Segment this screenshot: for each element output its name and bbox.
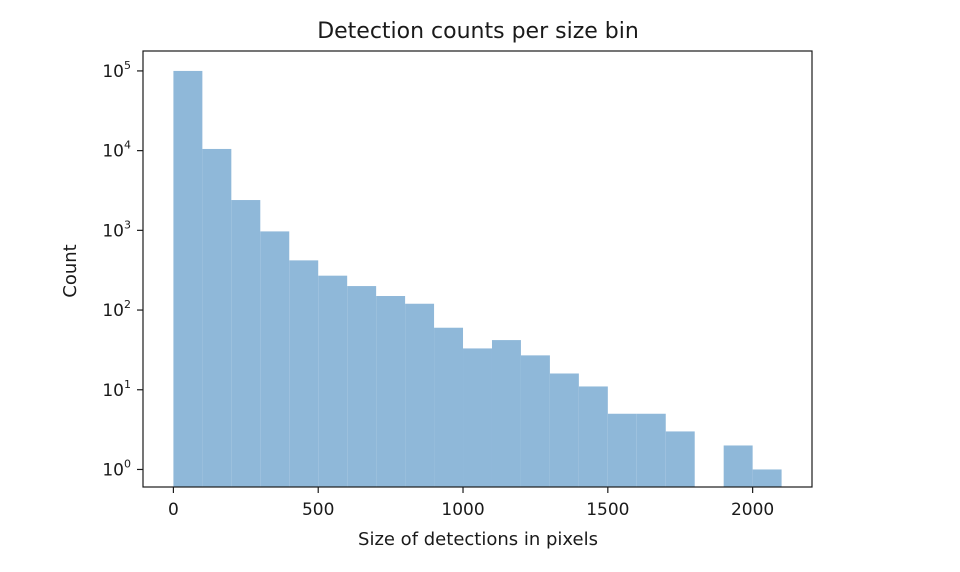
- histogram-bar-6: [347, 286, 377, 487]
- x-axis-label: Size of detections in pixels: [358, 529, 598, 550]
- y-tick-label-1: 101: [102, 378, 131, 401]
- y-tick-label-2: 102: [102, 298, 131, 321]
- y-tick-label-3: 103: [102, 218, 131, 241]
- histogram-bar-12: [520, 355, 550, 487]
- histogram-bar-13: [549, 373, 579, 487]
- histogram-bar-19: [723, 445, 753, 487]
- x-axis: 0 500 1000 1500 2000: [168, 487, 774, 520]
- plot-frame: [142, 50, 813, 488]
- y-tick-label-0: 100: [102, 457, 131, 480]
- histogram-bar-7: [376, 296, 406, 487]
- y-axis-label: Count: [60, 244, 81, 297]
- x-tick-label-1: 500: [302, 500, 334, 520]
- histogram-bar-4: [289, 260, 319, 487]
- histogram-bar-3: [260, 231, 290, 487]
- histogram-bar-11: [491, 340, 521, 487]
- x-tick-label-4: 2000: [731, 500, 774, 520]
- histogram-bars: [173, 70, 782, 488]
- histogram-bar-20: [752, 469, 782, 487]
- chart-title: Detection counts per size bin: [317, 19, 639, 44]
- histogram-bar-2: [231, 200, 261, 488]
- histogram-bar-14: [578, 386, 608, 487]
- histogram-bar-16: [636, 413, 666, 487]
- x-tick-label-2: 1000: [441, 500, 484, 520]
- y-tick-label-4: 104: [102, 139, 131, 162]
- y-tick-label-5: 105: [102, 59, 131, 82]
- histogram-bar-15: [607, 413, 637, 487]
- histogram-bar-1: [202, 148, 232, 487]
- histogram-bar-10: [463, 348, 492, 487]
- histogram-bar-9: [434, 327, 464, 487]
- histogram-bar-0: [173, 70, 203, 488]
- histogram-bar-17: [665, 431, 695, 487]
- x-tick-label-0: 0: [168, 500, 179, 520]
- y-axis: 100 101 102 103 104 105: [102, 59, 143, 480]
- histogram-bar-8: [405, 303, 435, 487]
- histogram-bar-5: [318, 275, 348, 487]
- x-tick-label-3: 1500: [586, 500, 629, 520]
